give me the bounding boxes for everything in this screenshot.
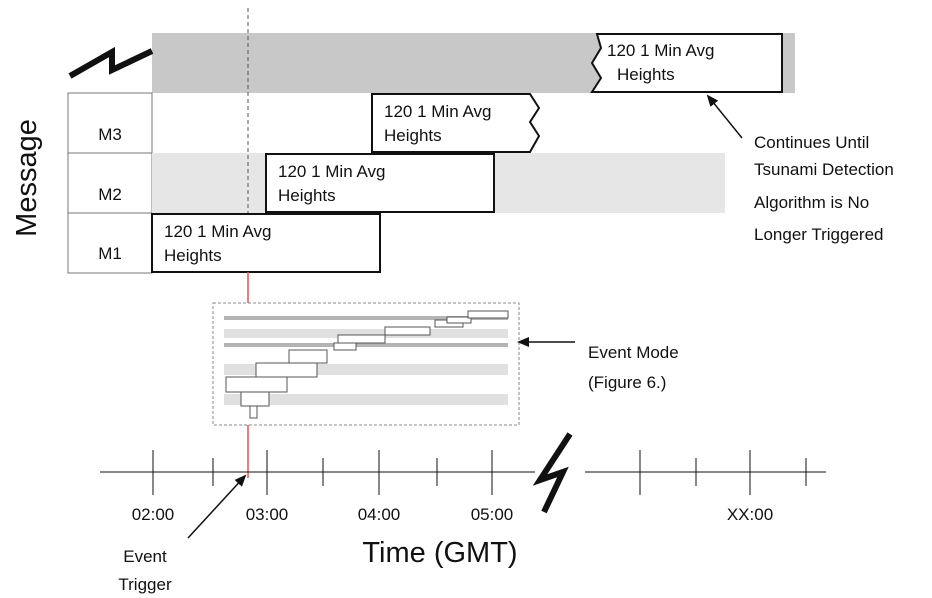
message-box-m3-line1: 120 1 Min Avg — [384, 102, 491, 121]
row-label-m2: M2 — [98, 185, 122, 204]
message-box-m3-line2: Heights — [384, 126, 442, 145]
message-box-m2-line1: 120 1 Min Avg — [278, 162, 385, 181]
event-mode-note-line2: (Figure 6.) — [588, 373, 666, 392]
continues-arrow — [706, 94, 743, 139]
time-axis — [100, 432, 826, 514]
row-label-m1: M1 — [98, 244, 122, 263]
message-box-continuing: 120 1 Min Avg Heights — [590, 33, 783, 93]
message-box-continuing-line2: Heights — [617, 65, 675, 84]
tick-label-0400: 04:00 — [358, 505, 401, 524]
tick-label-0500: 05:00 — [471, 505, 514, 524]
continues-note-line1: Continues Until — [754, 133, 869, 152]
y-axis-label: Message — [11, 119, 43, 237]
tick-label-0200: 02:00 — [132, 505, 175, 524]
message-box-m1-line1: 120 1 Min Avg — [164, 222, 271, 241]
event-mode-thumbnail — [212, 302, 520, 426]
continues-note-line2: Tsunami Detection — [754, 160, 894, 179]
tick-label-0300: 03:00 — [246, 505, 289, 524]
tick-label-xx00: XX:00 — [727, 505, 773, 524]
axis-break-mark — [532, 432, 573, 514]
message-box-m1-line2: Heights — [164, 246, 222, 265]
event-trigger-note-line1: Event — [123, 547, 167, 566]
row-label-table: M3 M2 M1 — [67, 92, 153, 274]
continues-note-line3: Algorithm is No — [754, 193, 869, 212]
message-box-m2-line2: Heights — [278, 186, 336, 205]
event-trigger-note-line2: Trigger — [118, 575, 172, 594]
event-mode-note-line1: Event Mode — [588, 343, 679, 362]
message-box-m2: 120 1 Min Avg Heights — [265, 153, 495, 213]
event-trigger-arrow — [187, 474, 247, 539]
message-box-m1: 120 1 Min Avg Heights — [151, 213, 381, 273]
continues-note-line4: Longer Triggered — [754, 225, 883, 244]
time-axis-label: Time (GMT) — [362, 537, 517, 569]
message-box-m3: 120 1 Min Avg Heights — [371, 93, 541, 153]
break-mark-top — [68, 46, 154, 79]
row-label-m3: M3 — [98, 125, 122, 144]
message-box-continuing-line1: 120 1 Min Avg — [607, 41, 714, 60]
